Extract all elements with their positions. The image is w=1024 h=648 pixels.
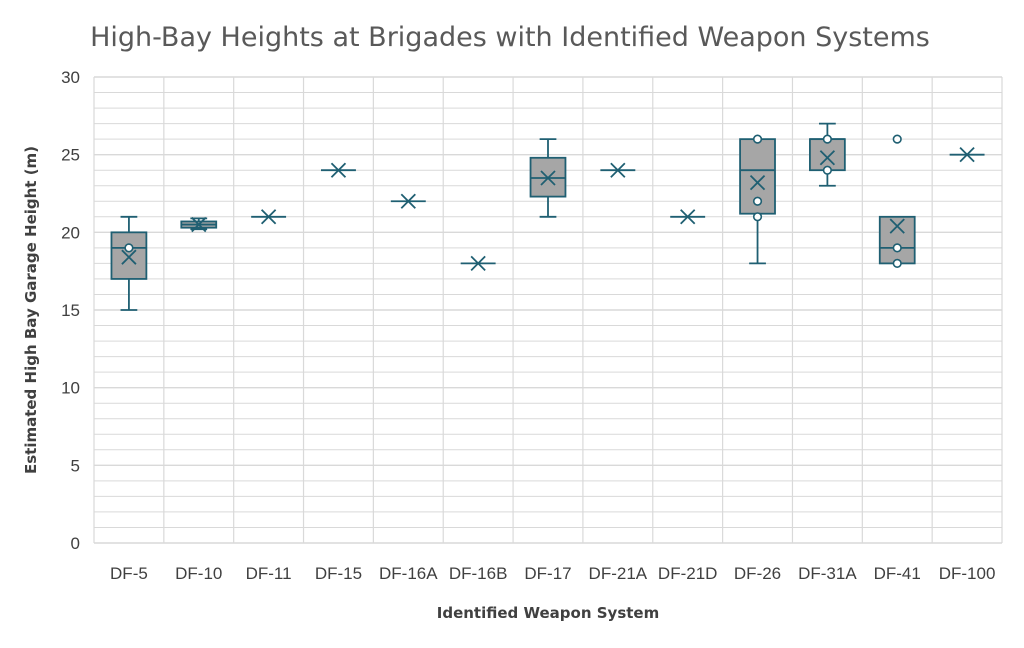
x-tick-label: DF-21D [658,564,718,583]
mean-marker [540,170,556,186]
box-df-21d [670,209,706,225]
mean-marker [260,209,277,225]
x-tick-label: DF-26 [734,564,781,583]
iqr-box [809,138,846,172]
box-df-16a [390,193,426,209]
x-tick-label: DF-11 [246,564,292,583]
box-df-31a [809,122,846,187]
x-tick-label: DF-31A [798,564,857,583]
box-df-26 [739,134,776,265]
data-point [822,165,832,175]
data-point [822,134,832,144]
y-tick-label: 25 [61,146,80,165]
data-point [892,258,902,269]
x-tick-label: DF-41 [874,564,921,583]
box-df-10 [180,216,218,233]
x-tick-label: DF-15 [315,564,362,583]
data-point [752,212,763,222]
data-point [892,134,902,144]
box-df-15 [321,162,356,178]
y-axis-ticks: 0 5 10 15 20 25 30 [61,68,80,553]
mean-marker [819,150,836,166]
y-tick-label: 10 [61,379,80,398]
y-tick-label: 15 [61,301,80,320]
iqr-box [110,231,148,280]
x-tick-label: DF-16A [379,564,438,583]
data-point [752,134,763,144]
box-series [110,122,985,311]
x-axis-label: Identified Weapon System [437,604,659,622]
box-df-11 [251,209,287,225]
box-df-21a [600,162,636,178]
mean-marker [470,255,486,272]
iqr-box [878,215,916,265]
x-tick-label: DF-16B [449,564,508,583]
data-point [124,243,134,253]
mean-marker [680,209,696,225]
box-df-41 [878,134,916,269]
mean-marker [400,193,416,209]
x-axis-ticks: DF-5 DF-10 DF-11 DF-15 DF-16A DF-16B DF-17 DF-2… [110,564,995,583]
mean-marker [889,218,905,234]
data-point [892,243,902,253]
mean-marker [749,174,766,191]
chart-title: High-Bay Heights at Brigades with Identi… [90,22,930,53]
mean-marker [191,216,207,233]
x-tick-label: DF-100 [939,564,996,583]
box-df-100 [949,147,985,163]
mean-marker [610,162,626,178]
box-df-16b [460,255,496,272]
y-axis-label: Estimated High Bay Garage Height (m) [22,146,40,474]
y-tick-label: 0 [71,534,80,553]
data-point [752,196,763,206]
x-tick-label: DF-5 [110,564,148,583]
mean-marker [121,249,137,265]
x-tick-label: DF-17 [524,564,571,583]
x-tick-label: DF-21A [589,564,648,583]
x-tick-label: DF-10 [175,564,222,583]
mean-marker [959,147,975,163]
y-tick-label: 20 [61,223,80,242]
mean-marker [330,162,347,178]
y-tick-label: 30 [61,68,80,87]
box-df-17 [529,138,567,218]
y-tick-label: 5 [71,456,80,475]
box-df-5 [110,215,148,311]
